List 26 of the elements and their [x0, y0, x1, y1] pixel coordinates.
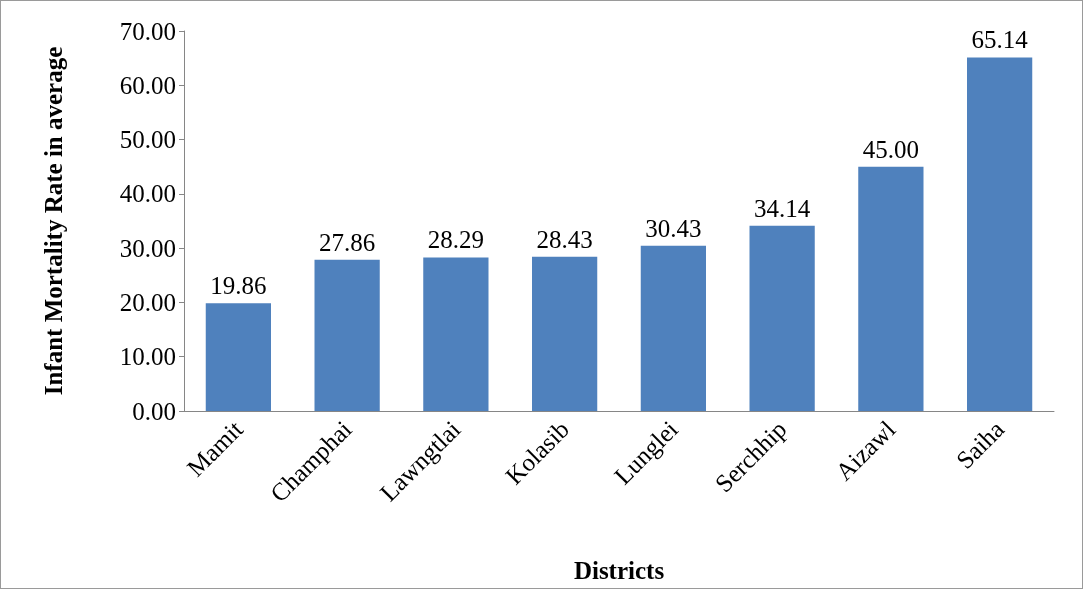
bar [858, 166, 924, 411]
y-tick-label: 40.00 [119, 180, 176, 208]
bar [967, 57, 1033, 411]
data-label: 34.14 [754, 194, 811, 222]
bar [749, 225, 815, 411]
y-tick-label: 60.00 [119, 71, 176, 99]
data-label: 27.86 [319, 228, 376, 256]
bar [423, 257, 489, 411]
bar [532, 256, 598, 411]
y-tick-label: 30.00 [119, 234, 176, 262]
y-tick-label: 70.00 [119, 17, 176, 45]
x-axis-title: Districts [573, 557, 665, 584]
data-label: 65.14 [971, 26, 1029, 54]
data-label: 45.00 [862, 135, 919, 163]
bar [314, 259, 380, 411]
y-tick-label: 50.00 [119, 126, 176, 154]
bar [640, 245, 706, 411]
data-label: 28.43 [536, 225, 593, 253]
bar [205, 303, 271, 411]
y-axis-title: Infant Mortality Rate in average [40, 46, 67, 396]
data-label: 30.43 [645, 214, 702, 242]
data-label: 28.29 [427, 226, 484, 254]
data-label: 19.86 [210, 272, 267, 300]
y-tick-label: 20.00 [119, 288, 176, 316]
y-tick-label: 10.00 [119, 343, 176, 371]
y-tick-label: 0.00 [132, 397, 176, 425]
